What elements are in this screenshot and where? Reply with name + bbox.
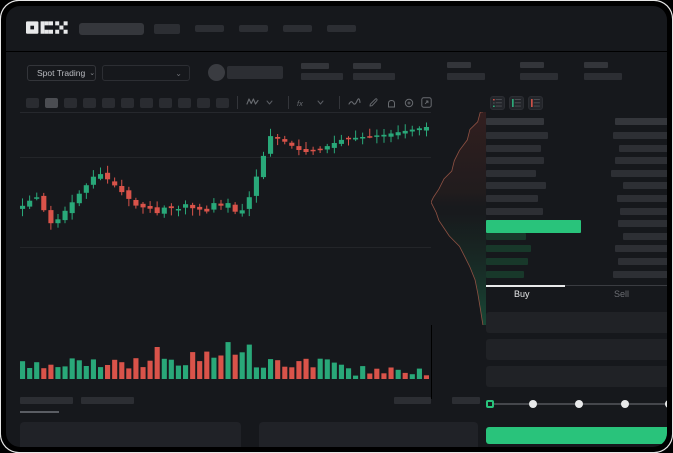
svg-text:fx: fx [297,99,303,108]
